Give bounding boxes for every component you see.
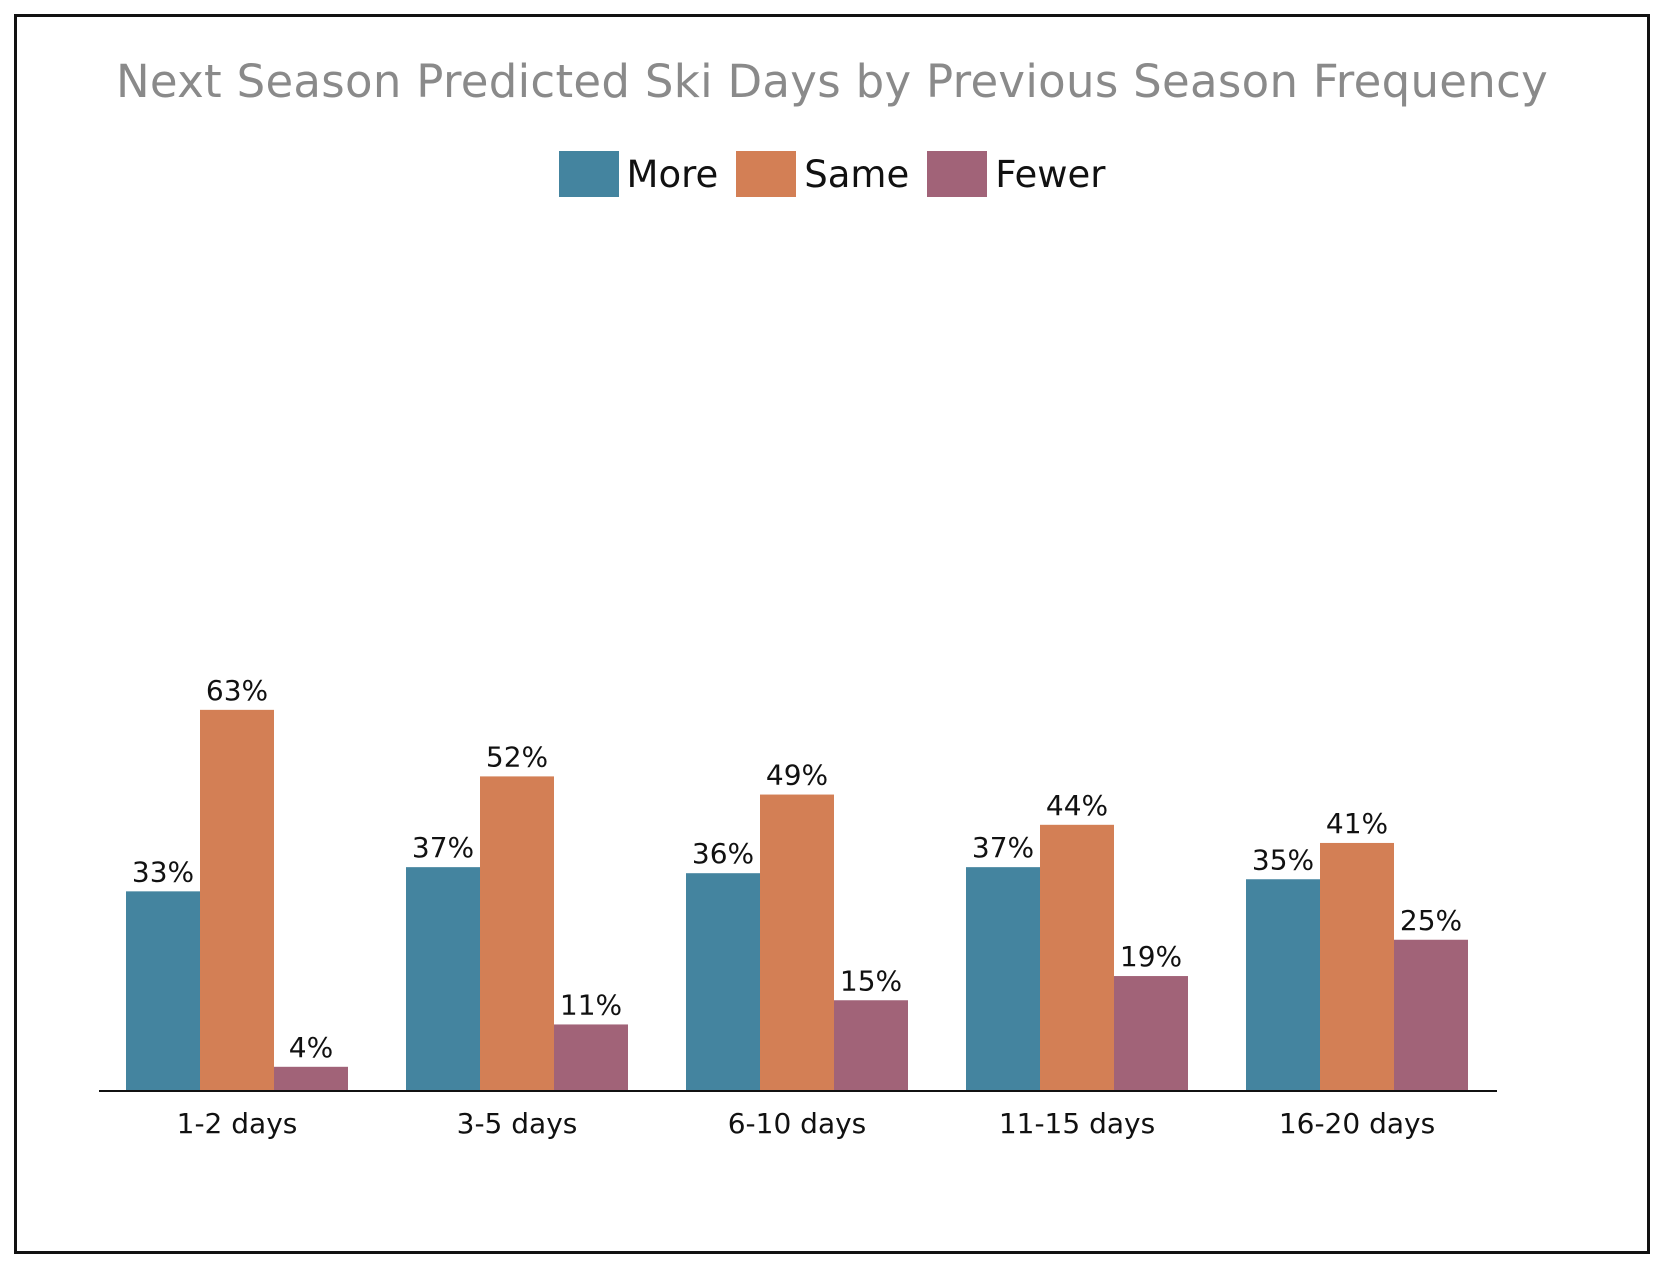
data-label-more-3: 36%	[692, 837, 754, 870]
bar-same-3	[760, 794, 834, 1091]
bar-more-3	[686, 873, 760, 1091]
bar-fewer-3	[834, 1000, 908, 1091]
bar-same-4	[1040, 824, 1114, 1091]
bar-fewer-4	[1114, 976, 1188, 1091]
bar-fewer-1	[274, 1066, 348, 1091]
data-label-more-5: 35%	[1252, 843, 1314, 876]
bar-fewer-2	[554, 1024, 628, 1091]
bar-same-2	[480, 776, 554, 1091]
x-tick-label-1: 1-2 days	[177, 1107, 298, 1140]
bar-fewer-5	[1394, 939, 1468, 1091]
legend-swatch-same	[736, 151, 797, 197]
data-label-fewer-5: 25%	[1400, 904, 1462, 937]
data-label-fewer-1: 4%	[289, 1031, 333, 1064]
bar-more-1	[126, 891, 200, 1091]
bar-chart-plot: 33% 63% 4% 1-2 days 37% 52% 11% 3-5 days 36% 49% 1…	[99, 674, 1497, 1140]
data-label-more-1: 33%	[132, 855, 194, 888]
x-tick-label-2: 3-5 days	[457, 1107, 578, 1140]
data-label-more-2: 37%	[412, 831, 474, 864]
chart-frame: Next Season Predicted Ski Days by Previo…	[14, 14, 1650, 1254]
data-label-same-2: 52%	[486, 740, 548, 773]
x-tick-label-3: 6-10 days	[728, 1107, 867, 1140]
legend-swatch-fewer	[927, 151, 988, 197]
legend-item-fewer: Fewer	[927, 151, 1105, 197]
legend-item-more: More	[558, 151, 719, 197]
legend-label-same: Same	[804, 152, 910, 196]
x-tick-label-4: 11-15 days	[999, 1107, 1155, 1140]
legend-item-same: Same	[736, 151, 909, 197]
bar-more-5	[1246, 879, 1320, 1091]
data-label-fewer-2: 11%	[560, 988, 622, 1021]
legend-label-fewer: Fewer	[995, 152, 1106, 196]
bar-more-4	[966, 867, 1040, 1091]
data-label-same-3: 49%	[766, 759, 828, 792]
data-label-same-1: 63%	[206, 674, 268, 707]
bar-same-5	[1320, 842, 1394, 1091]
bar-more-2	[406, 867, 480, 1091]
data-label-same-5: 41%	[1326, 807, 1388, 840]
legend-label-more: More	[626, 152, 719, 196]
legend-swatch-more	[558, 151, 619, 197]
chart-title: Next Season Predicted Ski Days by Previo…	[115, 55, 1549, 108]
chart-legend: More Same Fewer	[17, 151, 1647, 197]
bar-same-1	[200, 709, 274, 1091]
data-label-more-4: 37%	[972, 831, 1034, 864]
data-label-fewer-4: 19%	[1120, 940, 1182, 973]
x-tick-label-5: 16-20 days	[1279, 1107, 1435, 1140]
data-label-fewer-3: 15%	[840, 964, 902, 997]
data-label-same-4: 44%	[1046, 789, 1108, 822]
